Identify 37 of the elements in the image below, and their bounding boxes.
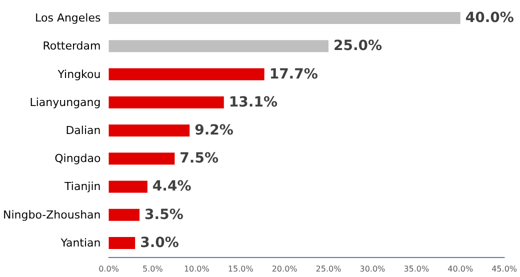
x-tick-label: 20.0% bbox=[272, 264, 298, 274]
y-tick-label: Ningbo-Zhoushan bbox=[3, 208, 101, 222]
bar bbox=[108, 152, 175, 165]
x-tick-label: 25.0% bbox=[316, 264, 342, 274]
x-tick-label: 45.0% bbox=[492, 264, 518, 274]
y-tick-label: Lianyungang bbox=[30, 96, 101, 109]
x-tick-label: 0.0% bbox=[98, 264, 120, 274]
y-tick-label: Yingkou bbox=[56, 68, 101, 81]
bar bbox=[108, 124, 190, 136]
bar bbox=[108, 68, 264, 80]
bar bbox=[108, 40, 328, 52]
bar bbox=[108, 208, 140, 221]
data-label: 13.1% bbox=[228, 94, 278, 110]
data-label: 17.7% bbox=[269, 66, 318, 82]
data-label: 4.4% bbox=[152, 178, 192, 195]
x-tick-label: 30.0% bbox=[360, 264, 386, 274]
data-label: 25.0% bbox=[333, 38, 382, 54]
bar bbox=[108, 96, 224, 108]
data-label: 3.0% bbox=[140, 234, 179, 251]
x-tick-label: 40.0% bbox=[448, 264, 474, 274]
y-tick-label: Yantian bbox=[60, 236, 101, 250]
x-tick-label: 15.0% bbox=[228, 264, 254, 274]
y-tick-label: Rotterdam bbox=[42, 40, 101, 53]
data-label: 3.5% bbox=[144, 206, 184, 223]
y-tick-label: Los Angeles bbox=[35, 12, 102, 25]
data-label: 40.0% bbox=[465, 10, 514, 26]
bar bbox=[108, 180, 148, 193]
y-tick-label: Tianjin bbox=[64, 180, 101, 194]
bar bbox=[108, 12, 460, 24]
x-tick-label: 35.0% bbox=[404, 264, 430, 274]
bar bbox=[108, 236, 136, 249]
x-tick-label: 10.0% bbox=[184, 264, 210, 274]
y-tick-label: Dalian bbox=[66, 124, 101, 137]
x-tick-label: 5.0% bbox=[142, 264, 164, 274]
y-tick-label: Qingdao bbox=[54, 152, 102, 166]
data-label: 7.5% bbox=[180, 150, 218, 167]
data-label: 9.2% bbox=[194, 122, 234, 138]
